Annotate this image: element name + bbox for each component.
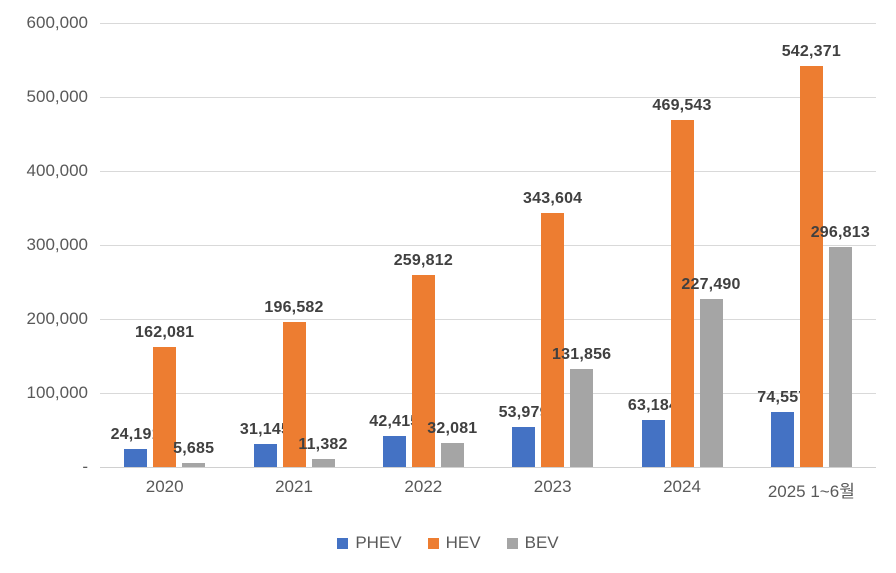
gridline [100,245,876,246]
legend-item-hev: HEV [427,533,481,553]
bar-hev-2020 [153,347,177,467]
bar-phev-2022 [382,435,406,467]
bar-bev-2020 [182,462,206,467]
legend-item-bev: BEV [506,533,559,553]
y-axis-tick-label: 300,000 [26,235,88,254]
legend-label-hev: HEV [445,533,481,552]
gridline [100,171,876,172]
gridline [100,319,876,320]
bar-hev-2025-1~6월 [799,65,823,467]
data-label-hev-2022: 259,812 [393,251,453,269]
gridline [100,23,876,24]
bar-bev-2021 [311,458,335,467]
plot-area: 24,191 162,081 5,685 31,145 196,582 11,382 42,… [100,23,876,468]
data-label-hev-2020: 162,081 [135,324,195,342]
y-axis-tick-label: 200,000 [26,309,88,328]
bar-phev-2023 [512,427,536,467]
bar-bev-2025-1~6월 [828,247,852,467]
data-label-phev-2025-1~6월: 74,557 [757,388,808,406]
data-label-bev-2025-1~6월: 296,813 [810,224,870,242]
data-label-bev-2022: 32,081 [427,420,478,438]
data-label-bev-2024: 227,490 [681,275,741,293]
y-axis-tick-label: 500,000 [26,87,88,106]
bar-phev-2020 [124,449,148,467]
legend-item-phev: PHEV [337,533,402,553]
bar-phev-2024 [641,420,665,467]
x-axis-line [100,467,876,468]
y-axis-tick-label: - [82,457,88,476]
data-label-phev-2022: 42,415 [369,412,420,430]
legend: PHEV HEV BEV [0,533,896,553]
gridline [100,97,876,98]
x-axis-category-label: 2023 [533,477,572,496]
x-axis-category-label: 2022 [404,477,443,496]
bar-hev-2021 [282,321,306,467]
y-axis-tick-label: 100,000 [26,383,88,402]
x-axis-category-label: 2020 [145,477,184,496]
data-label-hev-2025-1~6월: 542,371 [781,42,841,60]
bar-hev-2023 [541,212,565,467]
data-label-phev-2021: 31,145 [239,420,291,438]
gridline [100,393,876,394]
bar-hev-2022 [411,274,435,467]
data-label-bev-2021: 11,382 [298,435,348,453]
legend-swatch-hev [427,537,439,549]
x-axis: 2020 2021 2022 2023 2024 2025 1~6월 [100,477,876,501]
data-label-hev-2021: 196,582 [264,298,324,316]
legend-label-phev: PHEV [355,533,402,552]
bar-phev-2025-1~6월 [770,411,794,467]
data-label-hev-2024: 469,543 [652,96,712,114]
bar-hev-2024 [670,119,694,467]
y-axis-tick-label: 400,000 [26,161,88,180]
bar-bev-2024 [699,298,723,467]
x-axis-category-label: 2025 1~6월 [767,482,855,501]
data-label-phev-2024: 63,184 [627,397,679,415]
data-label-bev-2023: 131,856 [552,346,612,364]
bar-bev-2023 [570,369,594,467]
data-label-bev-2020: 5,685 [173,439,215,457]
data-label-phev-2023: 53,979 [498,404,549,422]
legend-swatch-bev [506,537,518,549]
x-axis-category-label: 2021 [275,477,313,496]
data-label-phev-2020: 24,191 [110,426,161,444]
bar-phev-2021 [253,443,277,467]
legend-label-bev: BEV [524,533,559,552]
data-label-hev-2023: 343,604 [523,189,583,207]
bar-bev-2022 [440,443,464,467]
y-axis-tick-label: 600,000 [26,13,88,32]
x-axis-category-label: 2024 [663,477,701,496]
legend-swatch-phev [337,537,349,549]
